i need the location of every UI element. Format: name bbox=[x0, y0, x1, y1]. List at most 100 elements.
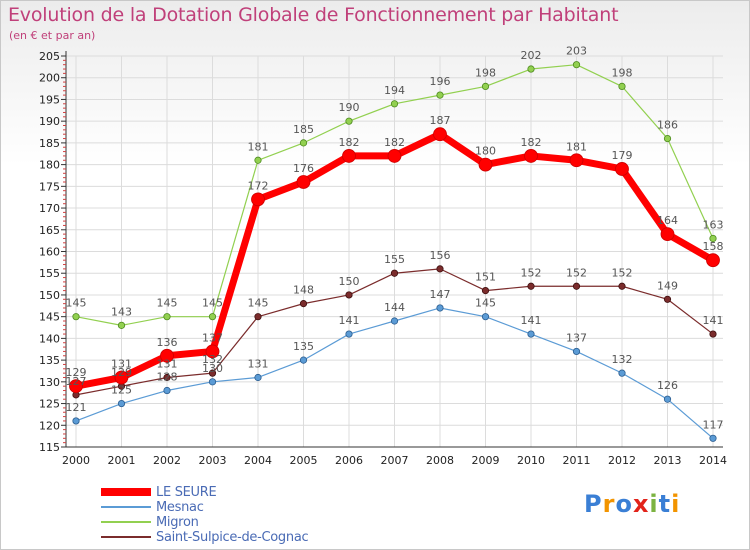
data-label: 186 bbox=[657, 119, 678, 132]
data-label: 149 bbox=[657, 279, 678, 292]
data-label: 121 bbox=[66, 401, 87, 414]
x-tick-label: 2009 bbox=[472, 454, 500, 467]
x-tick-label: 2011 bbox=[563, 454, 591, 467]
logo-letter: i bbox=[649, 490, 659, 518]
data-point bbox=[72, 417, 80, 425]
data-point bbox=[299, 300, 308, 308]
data-label: 203 bbox=[566, 45, 587, 58]
data-point bbox=[117, 399, 126, 408]
data-label: 145 bbox=[66, 297, 87, 310]
data-point bbox=[660, 227, 675, 242]
data-point bbox=[208, 313, 217, 321]
data-label: 179 bbox=[612, 149, 633, 162]
data-point bbox=[569, 153, 584, 168]
data-point bbox=[709, 234, 717, 243]
data-point bbox=[117, 321, 126, 329]
data-label: 152 bbox=[612, 266, 633, 279]
data-point bbox=[663, 295, 672, 303]
y-tick-label: 155 bbox=[39, 267, 60, 280]
y-tick-label: 135 bbox=[39, 354, 60, 367]
data-point bbox=[572, 61, 581, 69]
data-point bbox=[390, 317, 399, 325]
data-label: 141 bbox=[703, 314, 724, 327]
data-label: 145 bbox=[248, 297, 269, 310]
data-point bbox=[254, 313, 262, 321]
data-label: 185 bbox=[293, 123, 314, 136]
x-tick-label: 2003 bbox=[199, 454, 227, 467]
data-label: 131 bbox=[248, 357, 269, 370]
data-point bbox=[390, 100, 399, 108]
data-label: 129 bbox=[111, 366, 132, 379]
data-point bbox=[481, 82, 490, 91]
y-tick-label: 170 bbox=[39, 202, 60, 215]
y-tick-label: 140 bbox=[39, 332, 60, 345]
x-tick-label: 2013 bbox=[654, 454, 682, 467]
data-label: 152 bbox=[566, 266, 587, 279]
data-point bbox=[160, 348, 174, 363]
data-point bbox=[433, 127, 447, 142]
data-point bbox=[345, 291, 353, 299]
data-label: 131 bbox=[111, 357, 132, 370]
data-point bbox=[254, 373, 262, 382]
data-point bbox=[663, 395, 672, 403]
data-label: 137 bbox=[202, 331, 223, 344]
y-tick-label: 120 bbox=[39, 419, 60, 432]
x-tick-label: 2004 bbox=[244, 454, 272, 467]
data-label: 145 bbox=[157, 297, 178, 310]
logo-letter: i bbox=[671, 490, 681, 518]
data-point bbox=[527, 330, 535, 338]
chart-subtitle: (en € et par an) bbox=[9, 29, 96, 42]
data-label: 151 bbox=[475, 271, 496, 284]
data-label: 181 bbox=[566, 140, 587, 153]
data-label: 147 bbox=[430, 288, 451, 301]
data-point bbox=[251, 192, 265, 207]
logo-letter: r bbox=[602, 490, 616, 518]
data-label: 128 bbox=[157, 371, 178, 384]
logo-letter: P bbox=[584, 490, 603, 518]
data-point bbox=[342, 149, 356, 163]
data-point bbox=[572, 282, 581, 290]
x-tick-label: 2002 bbox=[153, 454, 181, 467]
x-tick-label: 2005 bbox=[290, 454, 318, 467]
data-point bbox=[436, 91, 444, 99]
data-label: 144 bbox=[384, 301, 405, 314]
data-label: 132 bbox=[202, 353, 223, 366]
data-point bbox=[481, 313, 490, 321]
y-tick-label: 160 bbox=[39, 246, 60, 259]
data-point bbox=[663, 134, 672, 143]
data-label: 145 bbox=[202, 297, 223, 310]
y-tick-label: 145 bbox=[39, 311, 60, 324]
data-label: 196 bbox=[430, 75, 451, 88]
legend-label: Mesnac bbox=[156, 500, 204, 515]
data-label: 194 bbox=[384, 84, 405, 97]
data-label: 181 bbox=[248, 140, 269, 153]
data-label: 129 bbox=[66, 366, 87, 379]
x-tick-label: 2006 bbox=[335, 454, 363, 467]
y-tick-label: 150 bbox=[39, 289, 60, 302]
data-point bbox=[163, 373, 171, 382]
data-label: 137 bbox=[566, 331, 587, 344]
data-point bbox=[481, 286, 490, 295]
y-tick-label: 190 bbox=[39, 115, 60, 128]
data-label: 141 bbox=[521, 314, 542, 327]
x-tick-label: 2008 bbox=[426, 454, 454, 467]
data-label: 182 bbox=[521, 136, 542, 149]
data-point bbox=[478, 157, 493, 172]
data-label: 176 bbox=[293, 162, 314, 175]
data-point bbox=[527, 282, 535, 290]
data-point bbox=[527, 65, 535, 73]
data-point bbox=[709, 330, 717, 338]
data-label: 190 bbox=[339, 101, 360, 114]
data-point bbox=[436, 304, 444, 312]
legend-label: LE SEURE bbox=[156, 485, 217, 500]
data-label: 182 bbox=[339, 136, 360, 149]
data-point bbox=[615, 162, 629, 176]
legend-swatch bbox=[101, 506, 151, 508]
data-point bbox=[387, 149, 402, 163]
y-tick-label: 200 bbox=[39, 72, 60, 85]
data-point bbox=[345, 330, 353, 338]
data-label: 152 bbox=[521, 266, 542, 279]
y-tick-label: 205 bbox=[39, 50, 60, 63]
